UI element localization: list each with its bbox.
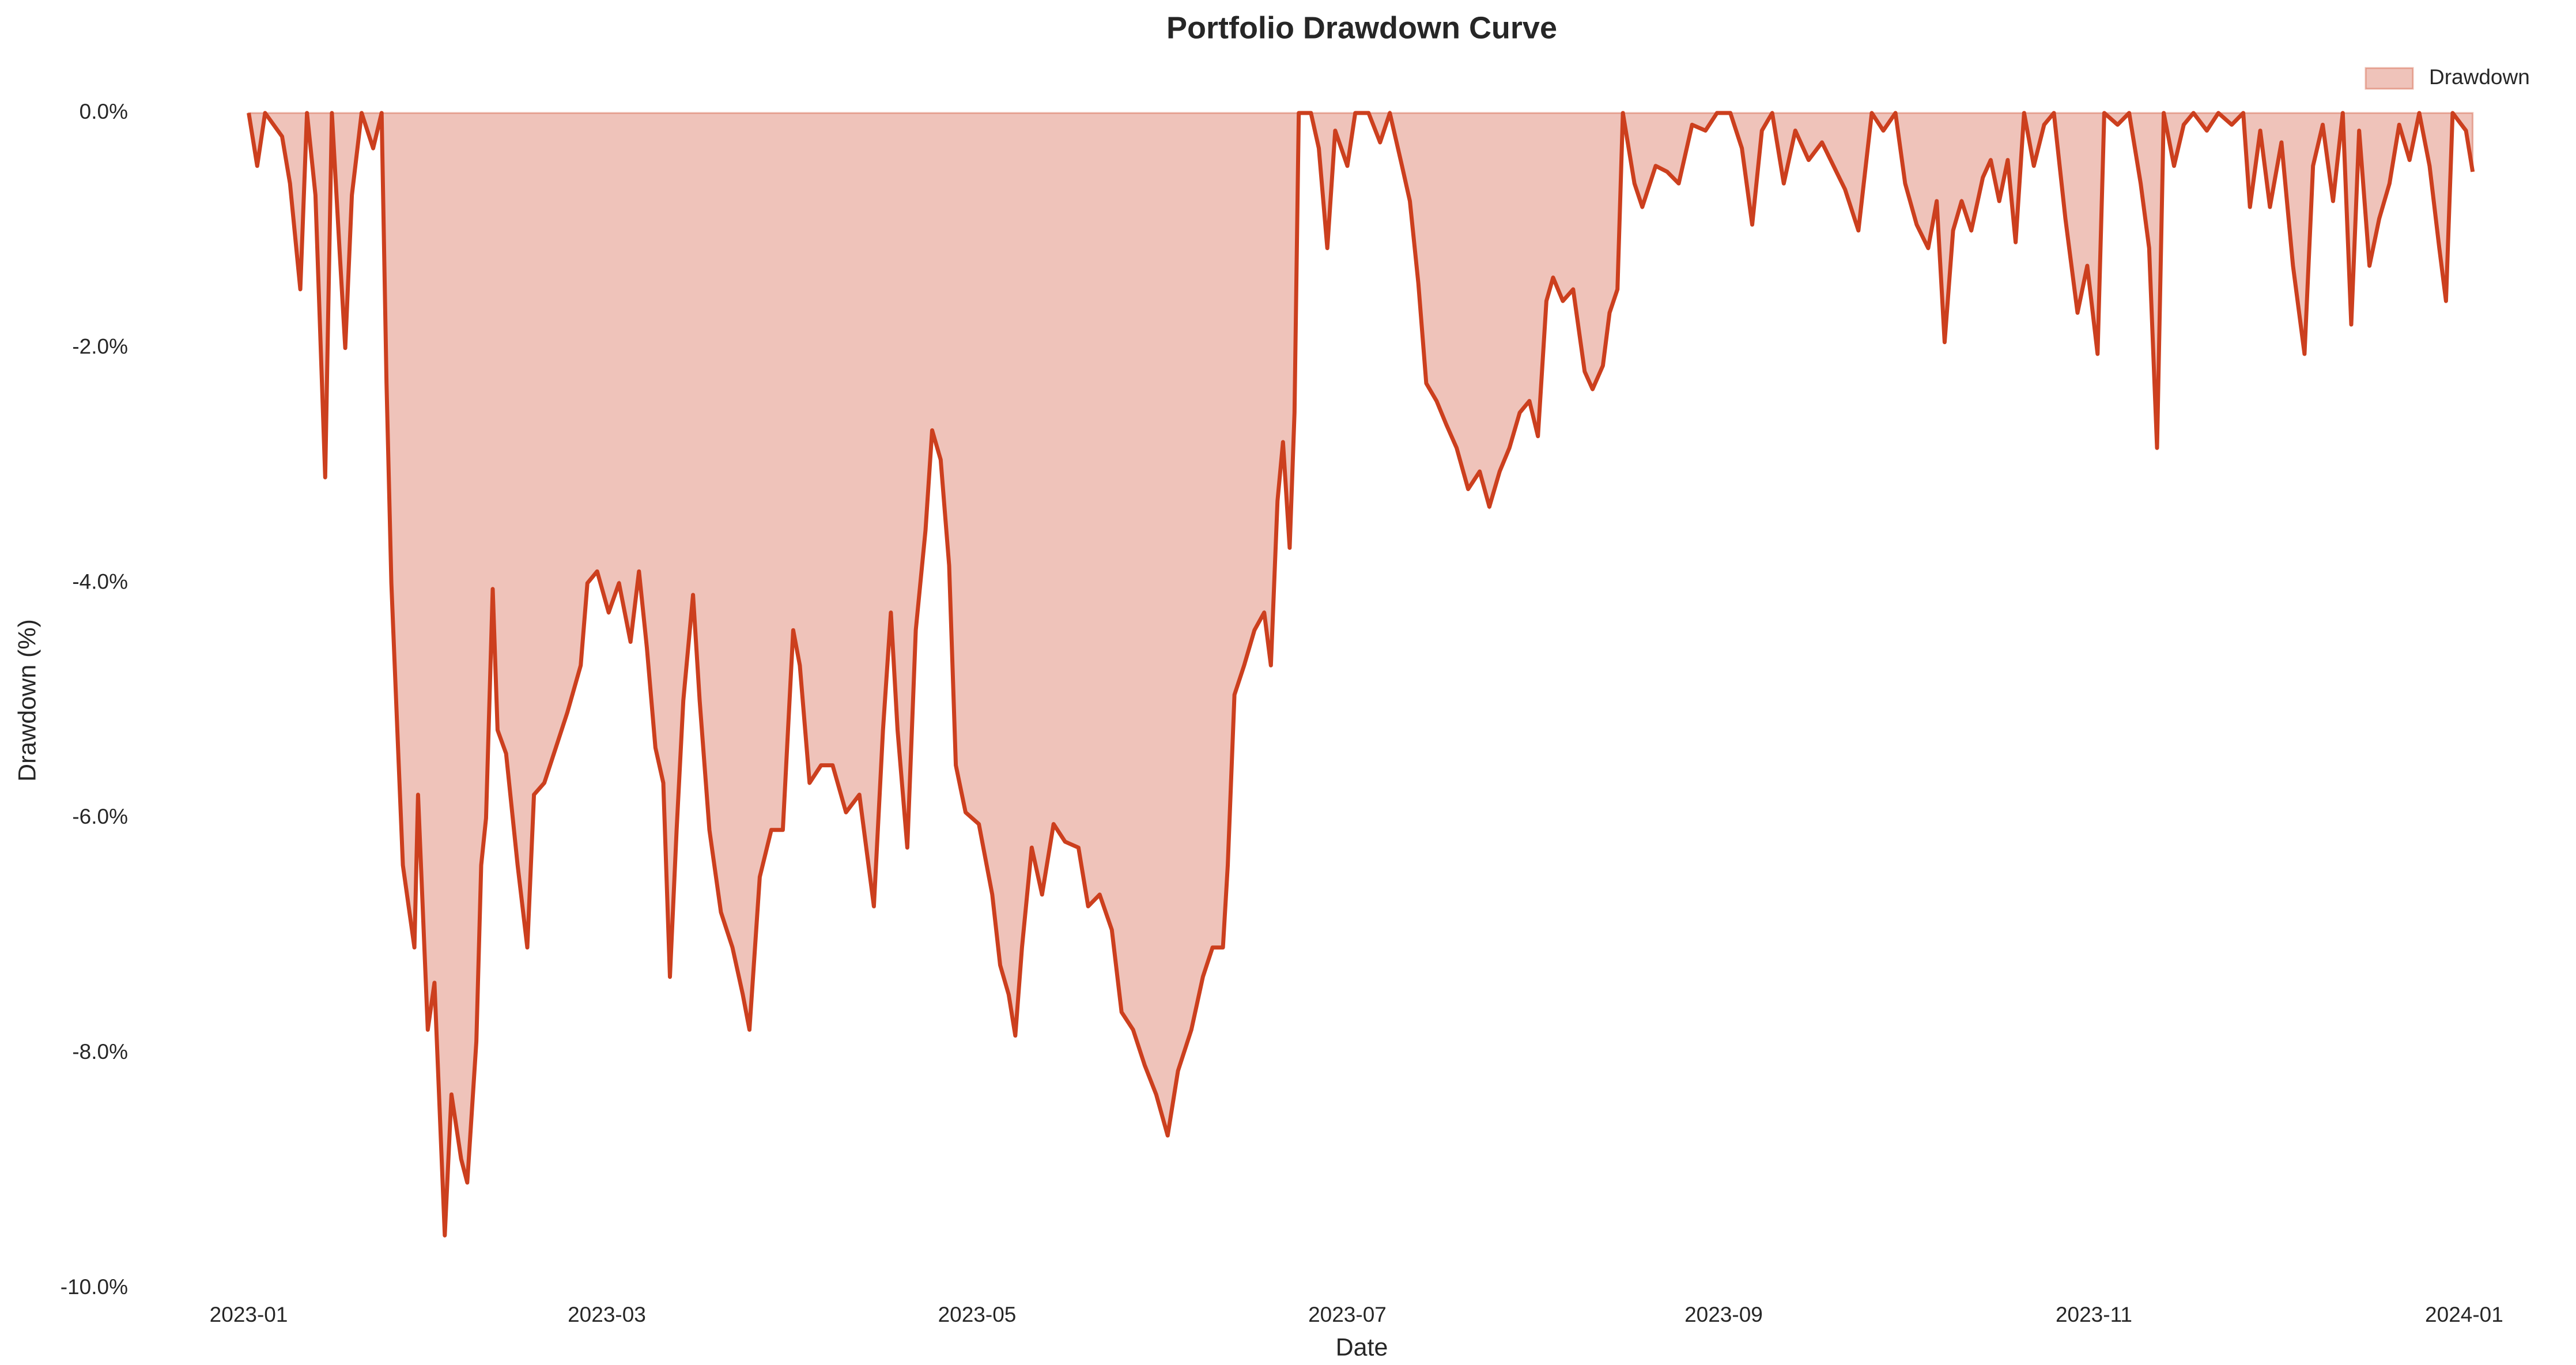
chart-title: Portfolio Drawdown Curve xyxy=(1166,10,1557,45)
legend-label: Drawdown xyxy=(2429,65,2530,89)
y-tick-label: -2.0% xyxy=(72,335,128,359)
x-tick-label: 2023-03 xyxy=(568,1303,646,1326)
x-axis-label: Date xyxy=(1336,1333,1388,1361)
area xyxy=(247,110,2474,1236)
x-tick-label: 2023-09 xyxy=(1684,1303,1763,1326)
x-tick-label: 2023-01 xyxy=(210,1303,288,1326)
y-tick-label: -4.0% xyxy=(72,570,128,593)
line xyxy=(247,111,2475,1238)
x-tick-label: 2023-05 xyxy=(938,1303,1017,1326)
x-tick-label: 2024-01 xyxy=(2425,1303,2503,1326)
y-tick-label: -10.0% xyxy=(61,1275,128,1299)
x-tick-label: 2023-07 xyxy=(1308,1303,1387,1326)
y-tick-label: -6.0% xyxy=(72,805,128,828)
y-tick-label: 0.0% xyxy=(80,100,128,123)
x-tick-label: 2023-11 xyxy=(2056,1303,2132,1326)
legend-swatch xyxy=(2365,67,2414,90)
y-tick-label: -8.0% xyxy=(72,1040,128,1064)
y-axis-label: Drawdown (%) xyxy=(13,619,41,782)
